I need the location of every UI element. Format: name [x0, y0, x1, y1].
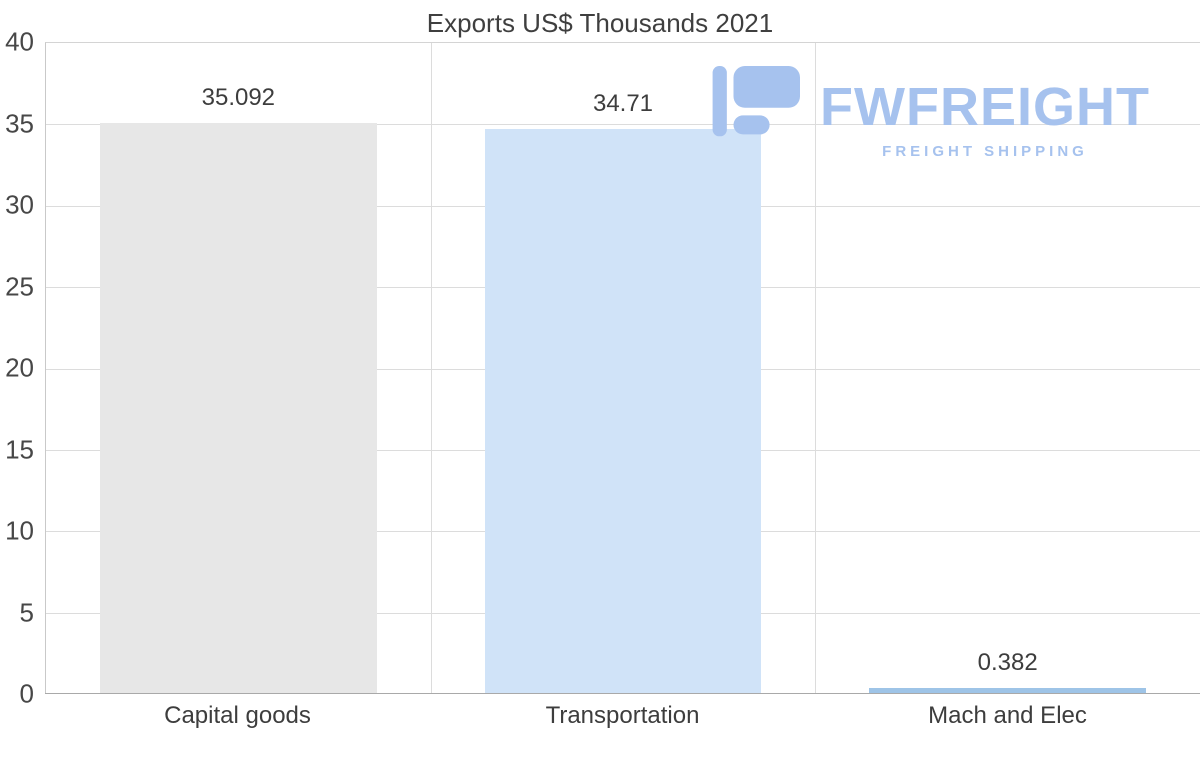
gridline-x-1 — [430, 43, 432, 694]
x-category-label-transportation: Transportation — [545, 702, 700, 729]
chart-title: Exports US$ Thousands 2021 — [426, 8, 774, 38]
y-tick-label: 35 — [5, 108, 34, 138]
y-tick-label: 5 — [19, 597, 34, 627]
x-axis-labels: Capital goods Transportation Mach and Elec — [45, 702, 1200, 742]
y-tick-label: 15 — [5, 434, 34, 464]
value-label-mach-and-elec: 0.382 — [977, 648, 1038, 676]
y-axis: 0 5 10 15 20 25 30 35 40 — [0, 27, 45, 709]
y-tick-label: 40 — [5, 26, 34, 57]
brand-tagline: FREIGHT SHIPPING — [882, 143, 1088, 160]
y-tick-label: 25 — [5, 271, 34, 301]
y-tick-label: 0 — [19, 678, 34, 709]
gridline-x-2 — [815, 43, 817, 694]
bar-transportation — [484, 129, 762, 694]
x-category-label-mach-and-elec: Mach and Elec — [928, 702, 1087, 729]
brand-watermark: FWFREIGHT FREIGHT SHIPPING — [705, 64, 1150, 160]
fwfreight-logo-icon — [712, 66, 801, 137]
brand-text-block: FWFREIGHT FREIGHT SHIPPING — [820, 80, 1150, 160]
value-label-capital-goods: 35.092 — [201, 83, 276, 111]
brand-name: FWFREIGHT — [820, 77, 1150, 137]
y-tick-label: 30 — [5, 189, 34, 220]
gridline-y-35 — [46, 124, 1200, 126]
bar-mach-and-elec — [869, 687, 1147, 694]
bar-capital-goods — [99, 122, 377, 694]
plot-area: 35.092 34.71 0.382 — [45, 42, 1200, 694]
x-category-label-capital-goods: Capital goods — [164, 702, 311, 729]
x-axis-line — [45, 693, 1200, 694]
value-label-transportation: 34.71 — [592, 90, 654, 118]
y-tick-label: 10 — [5, 515, 34, 546]
y-tick-label: 20 — [5, 352, 34, 383]
